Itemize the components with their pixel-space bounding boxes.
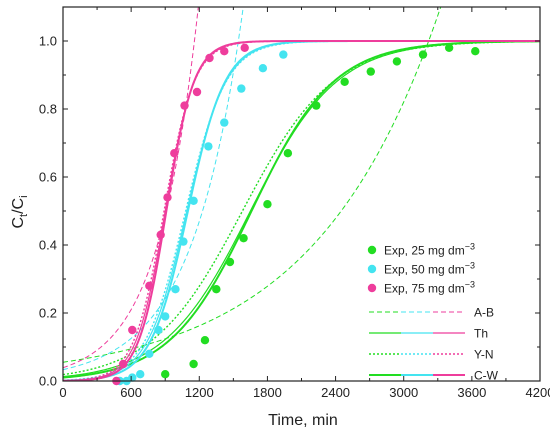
data-point [118,359,128,369]
x-tick-label: 3600 [457,385,486,400]
y-tick-label: 0.2 [39,306,57,321]
data-point [444,43,454,52]
legend-model-label: Y-N [474,348,494,362]
data-point [163,193,172,202]
data-point [212,285,221,294]
y-tick-label: 1.0 [39,34,57,49]
data-point [189,196,198,205]
y-tick-label: 0.4 [39,238,57,253]
data-point [145,349,154,358]
data-point [161,312,170,321]
x-tick-label: 1800 [253,385,282,400]
curve-yn-25 [63,40,540,376]
x-tick-label: 1200 [185,385,214,400]
legend-marker [367,264,377,274]
data-point [392,57,402,66]
plot-frame [62,6,541,382]
data-point [200,336,210,345]
data-point [471,47,480,56]
data-point [161,370,170,379]
x-tick-label: 2400 [321,385,350,400]
data-point [258,63,268,73]
data-point [239,234,248,243]
y-tick-label: 0.6 [39,170,57,185]
legend-marker [367,283,377,293]
data-point [220,47,229,56]
data-point [205,53,214,63]
data-point [240,43,249,52]
y-tick-label: 0.0 [39,374,57,389]
curve-cw-75 [63,40,540,381]
curve-ab-50 [63,7,244,371]
data-point [128,373,137,382]
data-point [237,84,246,93]
y-tick-label: 0.8 [39,102,57,117]
y-axis-label: Ct/Ci [10,195,30,228]
data-point [340,77,349,87]
data-point [312,101,321,110]
x-axis-label: Time, min [268,412,338,429]
legend-model-label: Th [474,327,488,341]
data-point [279,50,288,59]
data-point [180,101,189,110]
data-point [171,285,180,294]
data-point [204,142,213,151]
curve-ab-25 [63,7,442,363]
data-point [156,230,165,239]
data-point [170,149,179,158]
x-tick-label: 0 [59,385,66,400]
data-point [145,281,154,290]
data-point [263,200,272,209]
x-tick-label: 600 [120,385,142,400]
data-point [128,325,137,335]
curve-th-25 [63,40,540,378]
legend-model-label: A-B [474,306,494,320]
data-point [283,149,293,158]
legend-model-label: C-W [474,369,499,383]
data-point [136,370,145,379]
data-point [189,359,198,369]
data-point [220,118,229,127]
legend-entry: Exp, 50 mg dm−3 [384,261,475,277]
data-point [154,325,163,335]
data-point [179,237,188,246]
data-points [112,43,480,386]
legend-entry: Exp, 25 mg dm−3 [384,242,475,258]
data-point [192,87,202,97]
x-tick-label: 3000 [389,385,418,400]
legend-marker [367,245,377,255]
legend: Exp, 25 mg dm−3 Exp, 50 mg dm−3 Exp, 75 mg… [367,242,499,383]
curve-ab-75 [63,7,199,369]
data-point [225,257,235,267]
data-point [418,50,428,59]
legend-entry: Exp, 75 mg dm−3 [384,280,475,296]
curve-cw-25 [63,40,540,379]
model-curves [63,7,540,381]
data-point [366,67,375,76]
